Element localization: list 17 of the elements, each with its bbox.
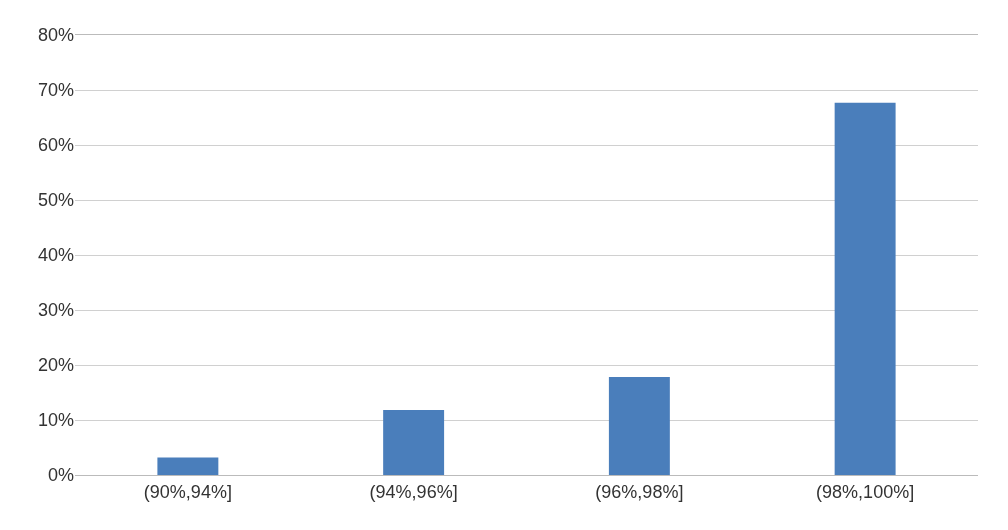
y-tick-label: 10% <box>37 410 74 431</box>
y-tick-label: 20% <box>37 355 74 376</box>
y-tick-label: 60% <box>37 135 74 156</box>
y-tick-label: 80% <box>37 25 74 46</box>
x-tick-label: (90%,94%] <box>143 481 232 502</box>
x-tick-label: (98%,100%] <box>816 481 915 502</box>
bar <box>157 457 219 475</box>
y-tick-label: 40% <box>37 245 74 266</box>
y-tick-label: 70% <box>37 80 74 101</box>
y-tick-label: 0% <box>47 465 74 486</box>
y-tick-label: 30% <box>37 300 74 321</box>
x-tick-label: (94%,96%] <box>369 481 458 502</box>
bar <box>608 377 670 475</box>
bar <box>383 410 445 475</box>
x-tick-label: (96%,98%] <box>595 481 684 502</box>
bar <box>834 102 896 475</box>
y-tick-label: 50% <box>37 190 74 211</box>
